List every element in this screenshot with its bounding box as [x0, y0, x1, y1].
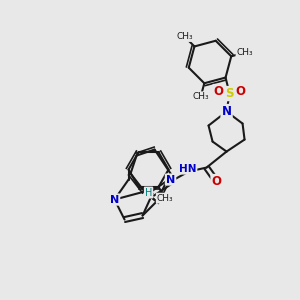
Text: O: O	[236, 85, 246, 98]
Text: N: N	[166, 175, 175, 184]
Text: S: S	[225, 87, 234, 100]
Text: O: O	[214, 85, 224, 98]
Text: N: N	[110, 195, 119, 205]
Text: HN: HN	[179, 164, 196, 174]
Text: N: N	[222, 105, 232, 118]
Text: CH₃: CH₃	[176, 32, 193, 41]
Text: CH₃: CH₃	[192, 92, 209, 101]
Text: H: H	[145, 188, 152, 198]
Text: CH₃: CH₃	[236, 48, 253, 57]
Text: CH₃: CH₃	[157, 194, 173, 202]
Text: O: O	[212, 175, 222, 188]
